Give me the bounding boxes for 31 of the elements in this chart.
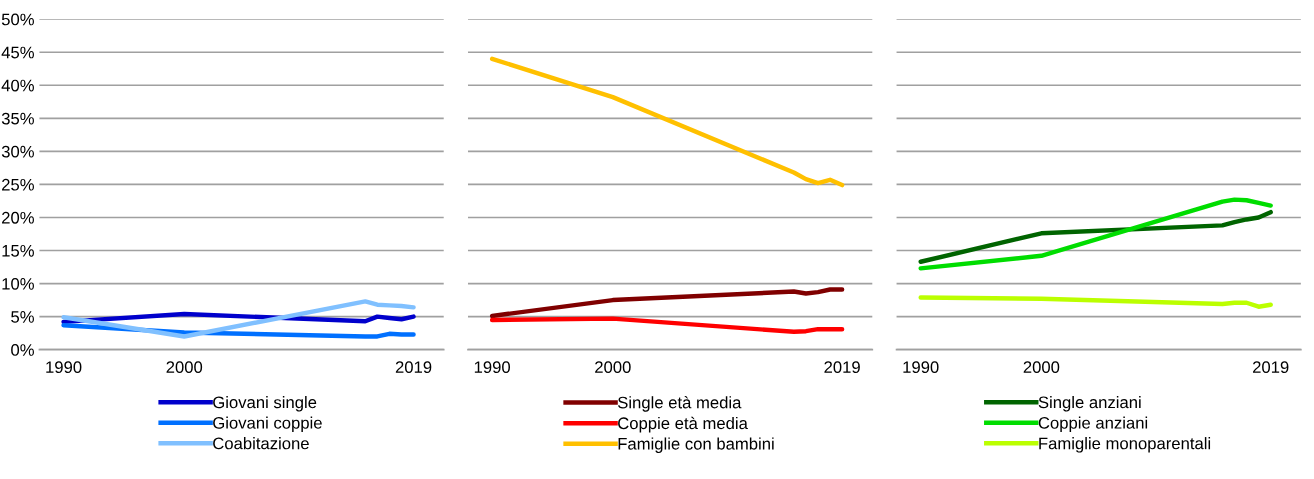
x-tick-label: 1990 <box>903 361 939 374</box>
x-tick-label: 2000 <box>1023 361 1060 374</box>
y-tick-label: 50% <box>1 13 34 26</box>
legend-label: Single età media <box>618 396 742 412</box>
y-tick-label: 0% <box>11 344 34 356</box>
legend-label: Coabitazione <box>213 437 309 450</box>
line-series <box>61 299 416 339</box>
legend-label: Coppie anziani <box>1038 416 1148 433</box>
legend-label: Coppie età media <box>618 416 748 433</box>
legend-label: Single anziani <box>1038 396 1141 412</box>
y-tick-label: 10% <box>2 277 34 290</box>
legend-label: Famiglie con bambini <box>618 437 774 453</box>
line-series <box>61 311 416 325</box>
x-tick-label: 1990 <box>474 361 511 374</box>
y-tick-label: 30% <box>1 145 34 158</box>
y-tick-label: 5% <box>11 311 34 323</box>
x-tick-label: 2000 <box>595 361 631 374</box>
y-tick-label: 35% <box>1 112 34 125</box>
y-tick-label: 45% <box>1 46 34 59</box>
legend-label: Giovani single <box>213 396 317 412</box>
y-tick-label: 15% <box>2 244 34 257</box>
x-tick-label: 1990 <box>46 361 82 374</box>
x-tick-label: 2019 <box>824 361 860 374</box>
legend-label: Famiglie monoparentali <box>1039 437 1211 453</box>
y-tick-label: 40% <box>1 79 34 92</box>
x-tick-label: 2019 <box>395 361 432 374</box>
y-tick-label: 25% <box>2 178 34 191</box>
y-tick-label: 20% <box>2 211 34 224</box>
legend-label: Giovani coppie <box>213 416 322 433</box>
x-tick-label: 2000 <box>166 361 203 374</box>
x-tick-label: 2019 <box>1252 361 1289 374</box>
